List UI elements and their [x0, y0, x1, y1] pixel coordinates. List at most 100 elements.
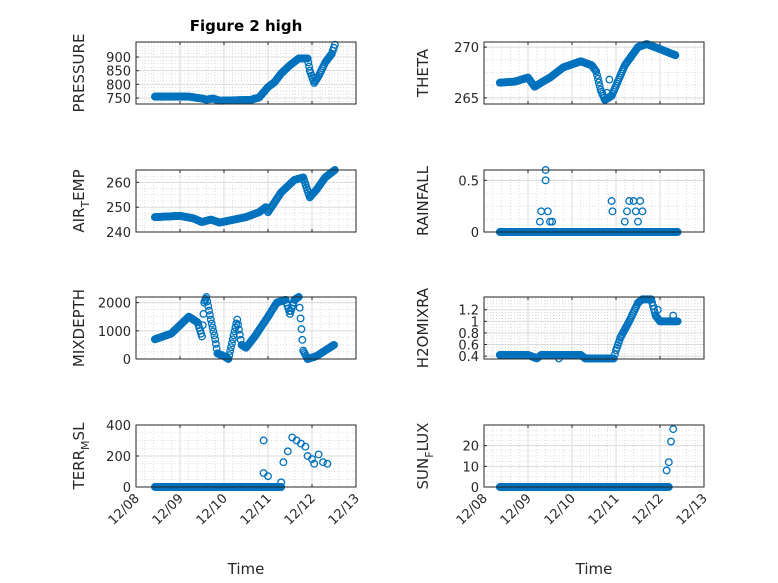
data-point [535, 217, 544, 226]
y-tick-label: 265 [454, 92, 479, 107]
data-point [296, 314, 305, 323]
data-point [667, 437, 675, 446]
data-point [301, 442, 310, 451]
data-point [303, 54, 312, 63]
y-tick-label: 400 [106, 419, 131, 434]
x-tick-label: 12/09 [150, 491, 187, 528]
data-point [603, 88, 612, 97]
axes-box [135, 41, 357, 105]
data-point [607, 197, 616, 205]
axes-box [483, 169, 705, 233]
axes-box [135, 169, 357, 233]
data-point [283, 447, 292, 456]
data-point [662, 466, 671, 475]
data-point [259, 436, 268, 445]
data-point [620, 217, 629, 226]
data-point [198, 332, 206, 341]
data-point [310, 459, 319, 468]
data-point [210, 331, 219, 340]
data-point [205, 311, 214, 319]
data-point [548, 217, 557, 226]
data-point [669, 311, 678, 320]
x-tick-label: 12/12 [282, 491, 319, 528]
y-tick-label: 1.2 [458, 304, 479, 319]
axes-background [484, 170, 704, 232]
data-point [205, 306, 213, 315]
y-axis-label: RAINFALL [414, 165, 432, 236]
data-point [227, 339, 236, 348]
y-tick-label: 240 [106, 226, 131, 241]
y-axis-label: TERRMSL [70, 422, 92, 491]
x-tick-label: 12/10 [542, 491, 579, 528]
x-tick-label: 12/09 [498, 491, 535, 528]
axes-box [135, 296, 357, 360]
y-tick-label: 260 [106, 176, 131, 191]
data-point [308, 455, 316, 464]
x-tick-label: 12/11 [586, 491, 623, 528]
data-point [593, 71, 602, 80]
axes-box [483, 41, 705, 105]
data-point [298, 335, 307, 344]
y-tick-label: 0 [123, 353, 131, 368]
data-point [207, 319, 216, 328]
y-tick-label: 1 [471, 315, 479, 330]
data-point [227, 343, 235, 352]
data-point [235, 330, 244, 339]
data-point [609, 354, 618, 363]
data-point [235, 325, 243, 334]
data-point [608, 207, 617, 216]
data-point [653, 305, 662, 314]
y-axis-label: SUNFLUX [414, 423, 436, 490]
data-point [204, 302, 213, 310]
data-point [304, 58, 313, 67]
data-point [594, 78, 603, 87]
data-point [594, 74, 602, 83]
y-tick-label: 900 [106, 51, 131, 66]
y-tick-label: 750 [106, 92, 131, 107]
data-point [209, 327, 218, 336]
data-point [233, 315, 242, 324]
data-point [319, 458, 327, 467]
data-point [591, 66, 600, 75]
x-tick-label: 12/08 [454, 491, 491, 528]
axes-box [483, 296, 705, 360]
data-point [225, 351, 234, 360]
data-point [203, 297, 212, 306]
subplot-mixdepth: 0 1000 2000 MIXDEPTH [70, 289, 357, 368]
data-point [636, 197, 645, 205]
data-point [671, 51, 680, 60]
y-axis-label: PRESSURE [70, 34, 88, 113]
data-point [546, 217, 554, 226]
y-tick-label: 0 [471, 226, 479, 241]
y-tick-label: 250 [106, 201, 131, 216]
data-point [330, 40, 339, 49]
x-tick-label: 12/12 [630, 491, 667, 528]
data-point [208, 323, 217, 332]
x-axis-label: Time [227, 560, 265, 578]
data-point [330, 340, 338, 349]
data-point [592, 67, 601, 76]
subplot-rainfall: 0 0.5 RAINFALL [414, 165, 705, 241]
data-point [327, 50, 335, 59]
subplot-terr-msl: 0 200 400 12/08 12/09 12/10 12/11 12/12 12/13 TER… [70, 419, 363, 578]
x-tick-label: 12/08 [106, 491, 143, 528]
data-point [664, 458, 673, 467]
axes-box [483, 424, 705, 488]
y-axis-label: MIXDEPTH [70, 289, 88, 367]
data-point [228, 335, 237, 344]
x-tick-label: 12/13 [674, 491, 711, 528]
y-tick-label: 0.8 [458, 327, 479, 342]
data-point [211, 340, 220, 348]
data-point [211, 335, 220, 344]
x-tick-label: 12/13 [326, 491, 363, 528]
axes-box [135, 424, 357, 488]
data-point [623, 207, 631, 216]
data-point [206, 315, 215, 324]
data-point [264, 472, 272, 481]
x-axis-label: Time [575, 560, 613, 578]
data-point [295, 303, 304, 312]
data-point [226, 347, 235, 356]
subplot-air-temp: 240 250 260 AIRTEMP [70, 166, 357, 241]
